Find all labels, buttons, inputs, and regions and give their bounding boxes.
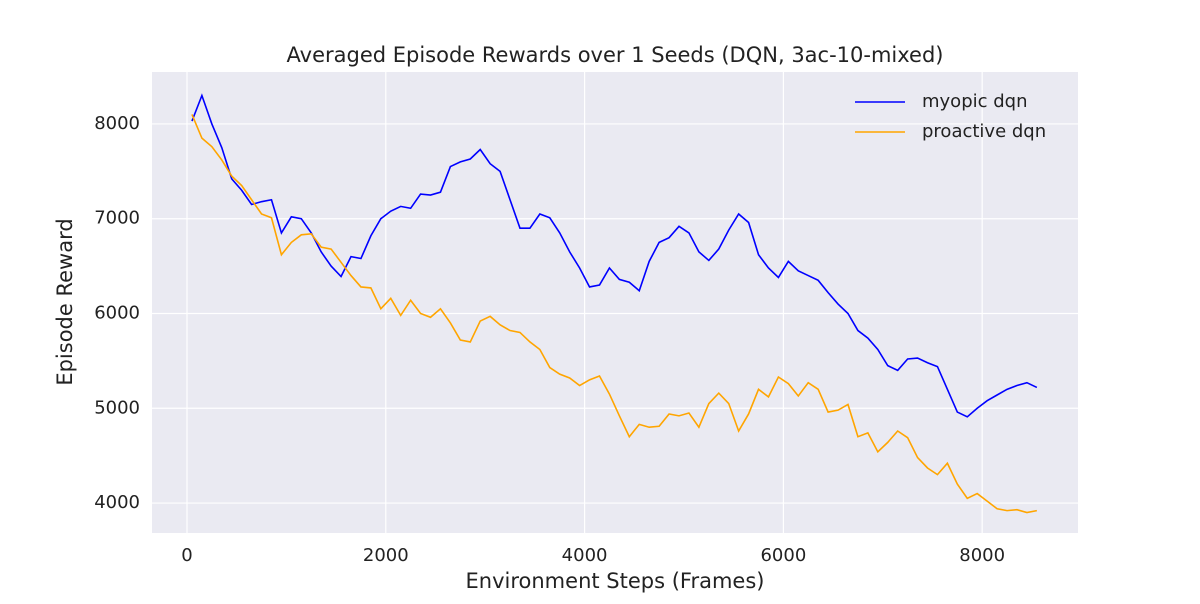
- x-tick-label: 2000: [363, 545, 409, 566]
- y-tick-label: 8000: [94, 113, 140, 134]
- y-tick-label: 7000: [94, 208, 140, 229]
- x-tick-label: 4000: [562, 545, 608, 566]
- legend-label: proactive dqn: [922, 121, 1046, 142]
- x-tick-label: 0: [181, 545, 192, 566]
- y-tick-label: 6000: [94, 302, 140, 323]
- chart-title: Averaged Episode Rewards over 1 Seeds (D…: [287, 43, 944, 67]
- series-line: [191, 93, 1038, 418]
- x-tick-label: 6000: [760, 545, 806, 566]
- x-tick-label: 8000: [959, 545, 1005, 566]
- y-tick-label: 5000: [94, 397, 140, 418]
- legend-label: myopic dqn: [922, 91, 1028, 112]
- plot-area: [152, 72, 1078, 533]
- series-line: [191, 114, 1038, 514]
- x-axis-label: Environment Steps (Frames): [466, 569, 765, 593]
- y-axis-label: Episode Reward: [53, 218, 77, 385]
- lines: [191, 93, 1038, 514]
- y-tick-label: 4000: [94, 492, 140, 513]
- legend: myopic dqn proactive dqn: [855, 91, 1046, 142]
